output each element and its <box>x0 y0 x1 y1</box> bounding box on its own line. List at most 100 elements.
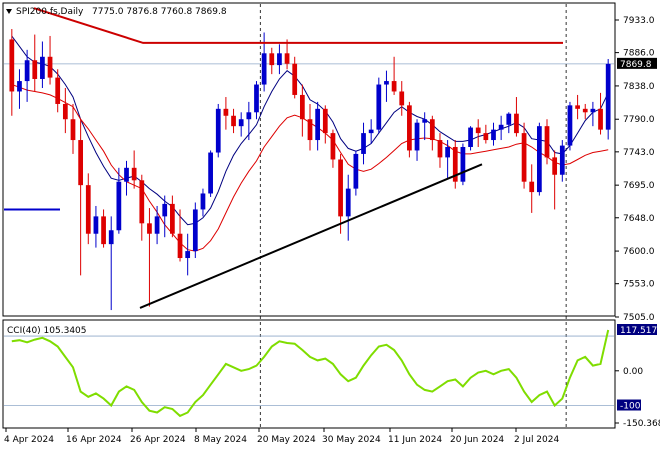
candle-body <box>498 124 504 130</box>
candle-body <box>567 105 573 146</box>
candle-body <box>101 216 106 245</box>
candle-body <box>376 84 382 130</box>
candle-body <box>391 81 397 92</box>
candle-body <box>361 133 366 154</box>
current-price-tag-bg <box>617 57 657 69</box>
chart-ohlc-values: 7775.0 7876.8 7760.8 7869.8 <box>92 7 227 17</box>
x-tick-label: 4 Apr 2024 <box>4 435 54 445</box>
candle-body <box>429 119 435 141</box>
x-tick-label: 16 Apr 2024 <box>66 435 122 445</box>
candle-body <box>514 113 519 134</box>
candle-body <box>475 127 481 134</box>
y-tick-label: 7695.0 <box>623 181 655 191</box>
candle-body <box>269 53 275 66</box>
main-pane-frame <box>2 2 616 317</box>
x-tick-label: 20 May 2024 <box>257 435 316 445</box>
candle-body <box>55 77 61 104</box>
candle-body <box>62 103 68 120</box>
candle-body <box>200 193 206 210</box>
candle-body <box>307 119 313 141</box>
candle-body <box>315 108 321 141</box>
y-tick-label: 7648.0 <box>623 214 655 224</box>
candle-body <box>131 167 137 181</box>
candle-body <box>40 56 45 79</box>
candle-body <box>32 60 38 79</box>
candle-body <box>185 251 191 259</box>
candle-body <box>277 53 282 66</box>
y-tick-label: 7838.0 <box>623 82 655 92</box>
candle-body <box>536 126 542 193</box>
resistance-level-line <box>33 7 563 44</box>
candle-body <box>215 108 221 153</box>
cci-line <box>11 329 610 418</box>
candle-body <box>368 129 374 134</box>
candle-body <box>192 209 198 252</box>
y-tick-label: 7553.0 <box>623 280 655 290</box>
y-tick-label: 7600.0 <box>623 247 655 257</box>
candle-body <box>147 223 152 234</box>
candle-body <box>261 53 267 85</box>
candle-body <box>299 94 305 120</box>
candle-body <box>445 146 450 158</box>
cci-value-tag-bg <box>617 324 657 335</box>
candle-body <box>521 133 527 182</box>
x-tick-label: 20 Jun 2024 <box>450 435 504 445</box>
cci-level-tag: -100 <box>620 402 641 412</box>
uptrend-line <box>139 163 483 309</box>
candle-body <box>154 216 160 234</box>
candle-body <box>605 63 611 130</box>
candle-body <box>468 127 473 147</box>
candle-body <box>491 129 496 141</box>
cci-y-tick-label: -150.368 <box>623 419 660 429</box>
candle-body <box>108 230 114 245</box>
candle-body <box>353 153 359 189</box>
candle-body <box>384 81 389 85</box>
candle-body <box>93 216 99 234</box>
candle-body <box>292 63 298 95</box>
candle-body <box>17 81 22 92</box>
candle-body <box>170 203 175 234</box>
candle-body <box>345 188 351 217</box>
x-tick-label: 11 Jun 2024 <box>388 435 442 445</box>
candle-body <box>70 119 76 141</box>
candle-body <box>322 108 328 134</box>
candle-body <box>284 53 290 64</box>
candle-body <box>330 133 336 160</box>
candle-body <box>414 122 420 151</box>
candle-body <box>338 159 343 217</box>
candle-body <box>544 126 550 158</box>
candle-body <box>460 146 466 182</box>
candle-body <box>529 181 535 193</box>
candle-body <box>78 140 84 186</box>
candle-body <box>223 108 229 116</box>
candle-body <box>582 108 588 113</box>
candle-body <box>139 180 145 224</box>
candle-body <box>162 203 168 217</box>
y-tick-label: 7886.0 <box>623 49 655 59</box>
candle-body <box>238 119 244 127</box>
x-tick-label: 8 May 2024 <box>194 435 247 445</box>
x-tick-label: 26 Apr 2024 <box>130 435 186 445</box>
candle-body <box>506 113 512 125</box>
cci-y-tick-label: 0.00 <box>623 367 643 377</box>
cci-level-tag-bg <box>617 399 641 411</box>
candle-body <box>437 140 443 158</box>
x-tick-label: 2 Jul 2024 <box>514 435 559 445</box>
candle-body <box>231 115 236 127</box>
candle-body <box>254 84 259 113</box>
x-tick-label: 30 May 2024 <box>322 435 381 445</box>
y-tick-label: 7933.0 <box>623 16 655 26</box>
cci-value-tag: 117.5171 <box>620 326 660 336</box>
candle-body <box>116 181 122 231</box>
candle-body <box>177 233 183 259</box>
candle-body <box>407 105 412 151</box>
collapse-arrow-icon[interactable] <box>6 9 12 14</box>
candle-body <box>452 146 458 182</box>
candle-body <box>208 152 213 194</box>
candle-body <box>85 185 91 234</box>
y-tick-label: 7790.0 <box>623 115 655 125</box>
candle-body <box>246 112 252 120</box>
current-price-tag: 7869.8 <box>620 60 652 70</box>
